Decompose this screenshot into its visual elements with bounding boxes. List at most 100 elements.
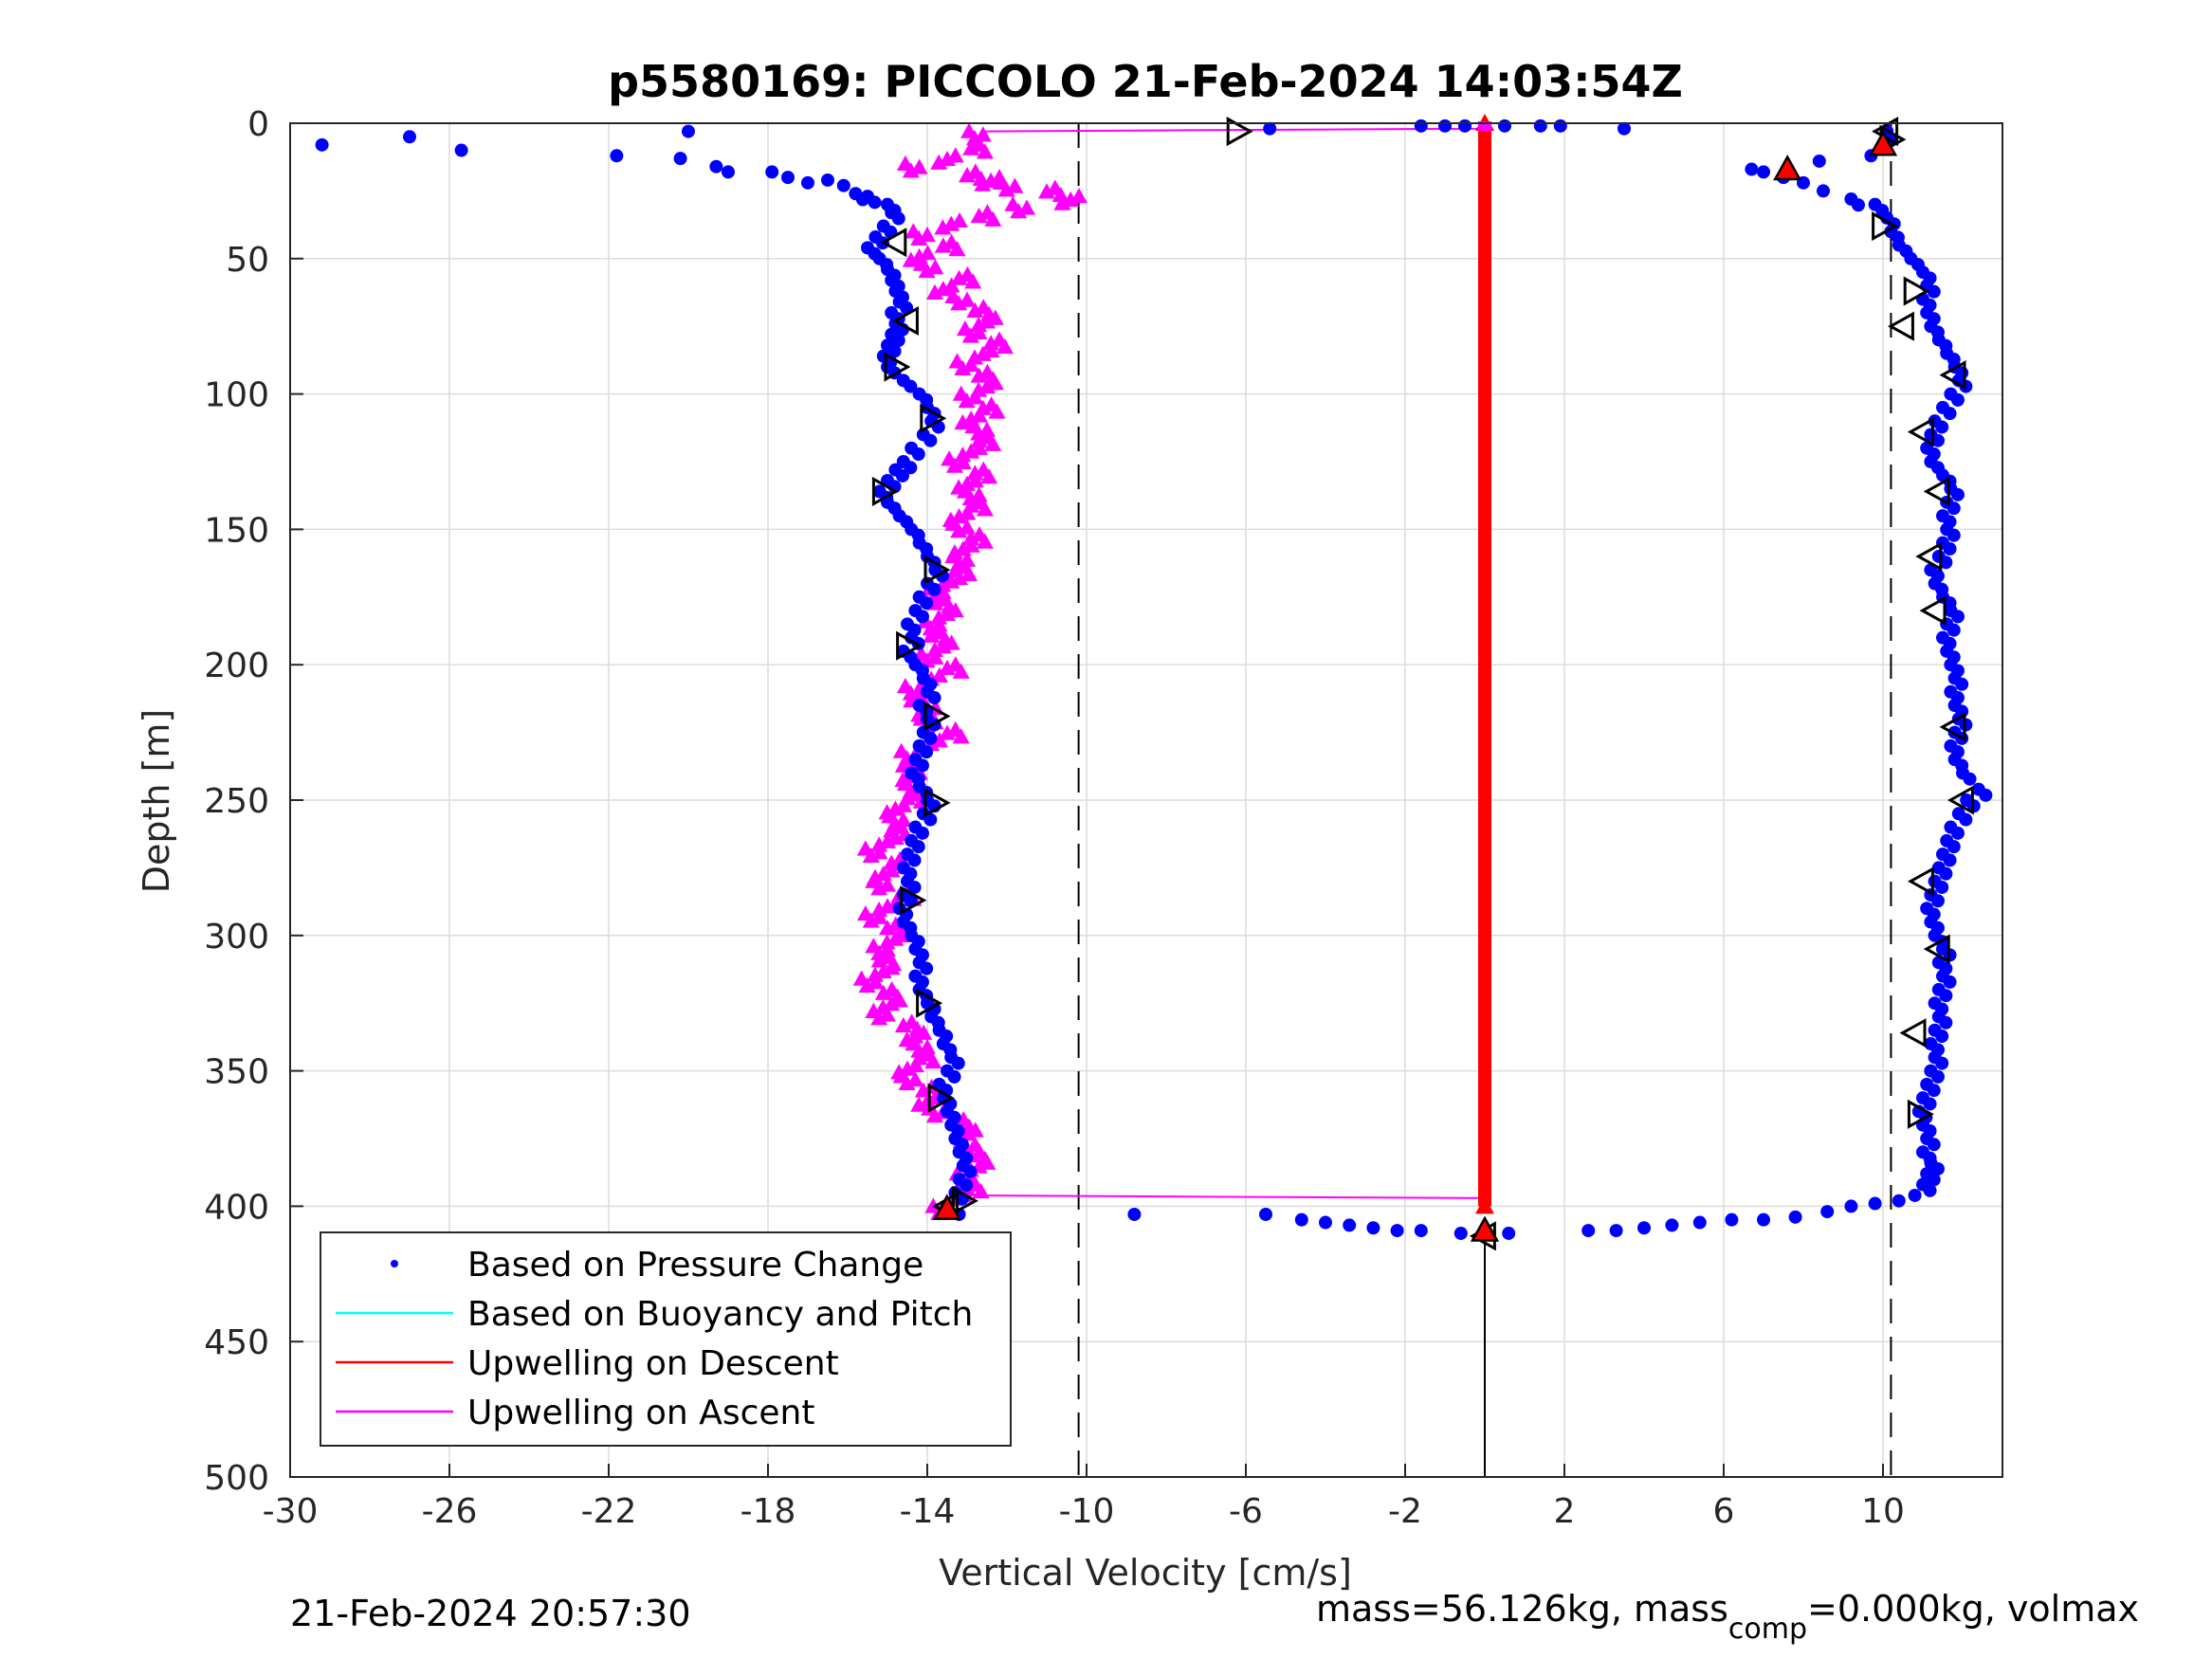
upwelling-on-descent-series xyxy=(1475,114,1494,1241)
pressure-point xyxy=(915,610,929,624)
buoyancy-pitch-point xyxy=(1903,276,1930,306)
pressure-point xyxy=(1294,1212,1308,1227)
pressure-point xyxy=(1927,1173,1941,1187)
pressure-point xyxy=(1498,118,1511,133)
ascent-point xyxy=(1038,183,1055,199)
x-axis-label: Vertical Velocity [cm/s] xyxy=(939,1552,1352,1594)
pressure-point xyxy=(1979,788,1993,802)
buoyancy-pitch-point xyxy=(920,403,947,433)
pressure-point xyxy=(1927,1138,1941,1152)
legend-label: Upwelling on Ascent xyxy=(467,1394,814,1432)
ascent-point xyxy=(954,359,972,375)
ascent-point xyxy=(962,529,980,546)
x-tick-label: -10 xyxy=(1059,1492,1115,1531)
ascent-point xyxy=(925,1107,943,1123)
pressure-point xyxy=(920,961,934,975)
ascent-point xyxy=(966,301,984,319)
pressure-point xyxy=(1943,975,1957,989)
pressure-point xyxy=(1892,1194,1906,1208)
pressure-point xyxy=(1930,461,1945,475)
buoyancy-pitch-point xyxy=(1899,1018,1927,1048)
x-tick-label: -18 xyxy=(740,1492,796,1531)
pressure-point xyxy=(947,1069,961,1084)
ascent-point xyxy=(950,295,968,311)
descent-band xyxy=(1478,123,1491,1207)
ascent-point xyxy=(961,489,979,506)
pressure-point xyxy=(1943,515,1957,529)
buoyancy-pitch-point xyxy=(1907,417,1934,447)
pressure-point xyxy=(1891,230,1905,245)
y-tick-label: 0 xyxy=(247,105,269,144)
pressure-point xyxy=(915,758,929,773)
buoyancy-pitch-point xyxy=(1947,785,1974,815)
red-triangle-marker xyxy=(1470,1215,1500,1242)
y-tick-label: 250 xyxy=(204,782,269,821)
ascent-point xyxy=(894,1016,912,1033)
pressure-point xyxy=(1817,184,1830,198)
ascent-point xyxy=(902,251,920,267)
pressure-point xyxy=(1908,1188,1922,1202)
ascent-point xyxy=(939,659,956,676)
ascent-connector-line xyxy=(955,1194,1486,1199)
pressure-point xyxy=(1930,1069,1945,1084)
pressure-point xyxy=(1939,866,1953,881)
pressure-point xyxy=(911,840,925,854)
pressure-point xyxy=(911,447,925,462)
y-tick-label: 150 xyxy=(204,511,269,550)
ascent-point xyxy=(970,367,988,383)
pressure-point xyxy=(1910,258,1925,272)
pressure-point xyxy=(1366,1221,1380,1235)
mass-suffix: =0.000kg, volmax xyxy=(1807,1588,2139,1630)
y-axis-label: Depth [m] xyxy=(136,709,177,894)
pressure-point xyxy=(709,159,723,173)
x-tick-label: 6 xyxy=(1713,1492,1735,1531)
ascent-point xyxy=(918,652,936,668)
pressure-point xyxy=(923,812,938,827)
pressure-point xyxy=(1939,1015,1953,1030)
red-triangle-marker xyxy=(1773,154,1802,181)
buoyancy-pitch-point xyxy=(1923,934,1950,964)
pressure-point xyxy=(610,149,624,163)
buoyancy-pitch-point xyxy=(1226,117,1253,147)
pressure-point xyxy=(1930,325,1945,339)
ascent-point xyxy=(961,327,979,343)
pressure-point xyxy=(1950,745,1965,759)
pressure-point xyxy=(1947,501,1961,516)
pressure-point xyxy=(781,171,795,185)
pressure-point xyxy=(1930,1043,1945,1057)
pressure-point xyxy=(1788,1210,1802,1224)
red-triangle-marker xyxy=(932,1194,962,1220)
pressure-point xyxy=(1935,582,1949,596)
buoyancy-pitch-point xyxy=(891,305,919,337)
buoyancy-pitch-point xyxy=(1939,360,1966,391)
ascent-point xyxy=(862,847,880,864)
ascent-point xyxy=(952,663,970,679)
ascent-point xyxy=(870,944,888,960)
ascent-connector-line xyxy=(982,127,1486,133)
pressure-point xyxy=(1955,758,1969,773)
ascent-point xyxy=(879,920,896,936)
ascent-point xyxy=(910,1096,928,1112)
pressure-point xyxy=(1930,433,1945,447)
ascent-point xyxy=(954,413,972,430)
ascent-point xyxy=(1053,194,1071,210)
pressure-point xyxy=(951,1056,965,1070)
ascent-point xyxy=(866,966,884,982)
ascent-point xyxy=(984,435,1002,451)
pressure-point xyxy=(1930,569,1945,583)
pressure-point xyxy=(1637,1221,1651,1235)
pressure-point xyxy=(1950,610,1965,624)
pressure-point xyxy=(1923,271,1937,285)
pressure-point xyxy=(1812,154,1826,168)
pressure-point xyxy=(801,175,814,190)
ascent-point xyxy=(939,724,956,740)
pressure-point xyxy=(1950,392,1965,407)
ascent-point xyxy=(1010,203,1028,219)
ascent-point xyxy=(934,237,952,253)
ascent-point xyxy=(972,1182,990,1199)
buoyancy-pitch-point xyxy=(880,228,907,258)
ascent-point xyxy=(970,207,988,224)
legend-label: Based on Pressure Change xyxy=(467,1246,923,1285)
pressure-point xyxy=(315,137,329,152)
pressure-point xyxy=(904,461,918,475)
